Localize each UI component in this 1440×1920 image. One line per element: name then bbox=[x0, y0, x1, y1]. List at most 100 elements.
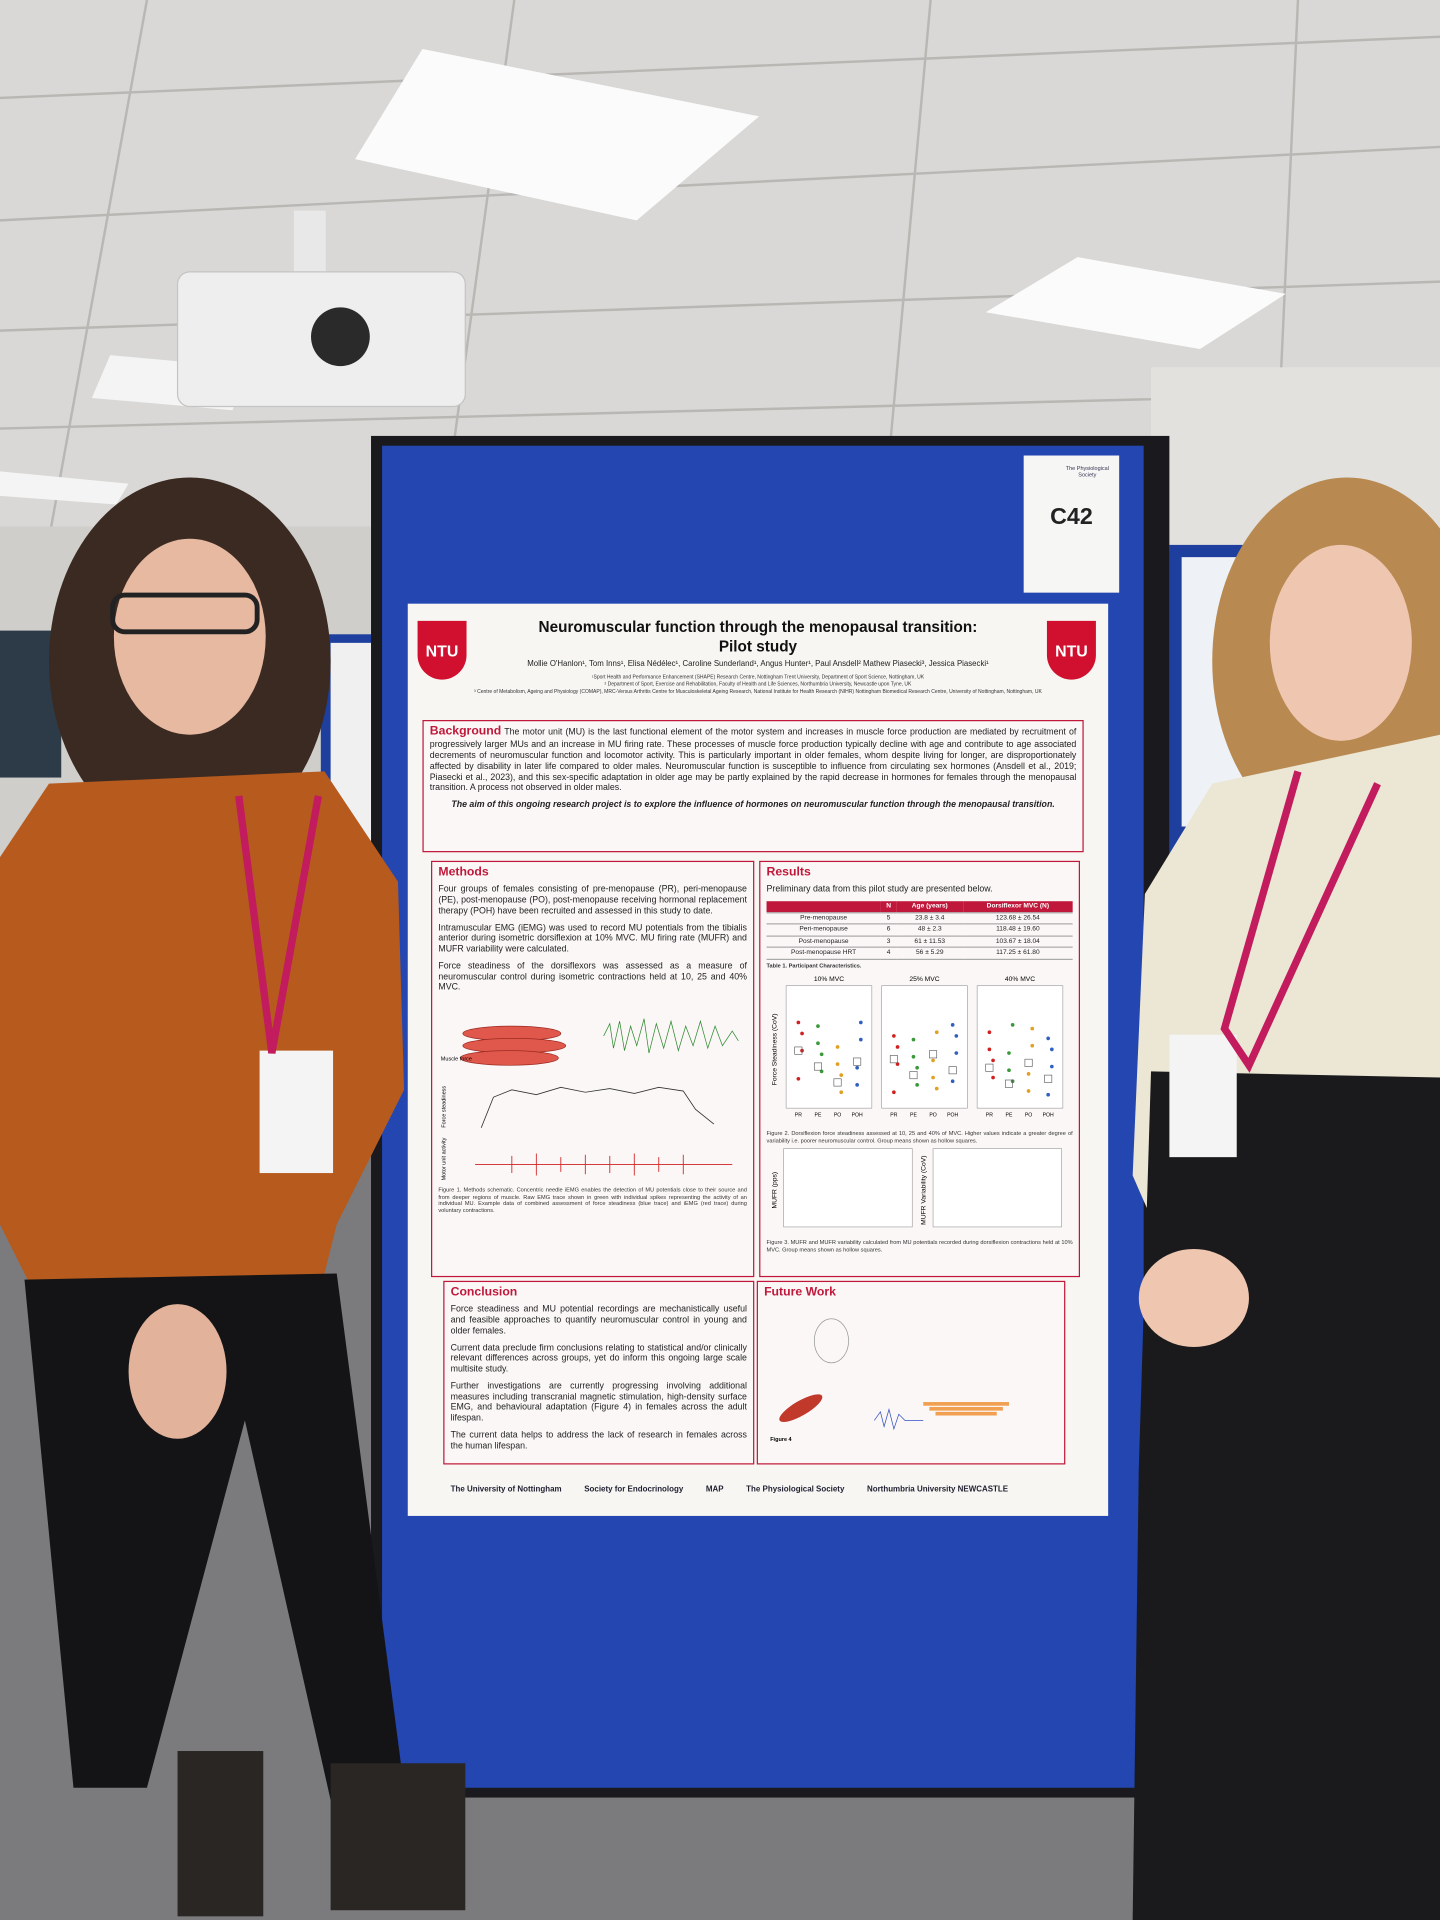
logo: NTU bbox=[1046, 620, 1096, 680]
muscle-fibres bbox=[460, 1026, 567, 1066]
dot bbox=[931, 1059, 935, 1063]
dot bbox=[816, 1041, 820, 1046]
logo: Northumbria University NEWCASTLE bbox=[866, 1485, 1009, 1494]
dot bbox=[835, 1062, 840, 1067]
dot bbox=[987, 1030, 992, 1035]
dot bbox=[987, 1048, 992, 1052]
cell: 5 bbox=[880, 912, 897, 925]
logo: Society for Endocrinology bbox=[584, 1485, 684, 1494]
group-label: PO bbox=[834, 1113, 841, 1119]
panel bbox=[932, 1148, 1062, 1228]
projector-lens bbox=[311, 307, 370, 367]
paragraph: Further investigations are currently pro… bbox=[450, 1379, 747, 1424]
dot bbox=[931, 1076, 935, 1080]
participant-table: N Age (years) Dorsiflexor MVC (N) Pre-meno… bbox=[766, 901, 1073, 960]
section-heading: Background bbox=[429, 724, 502, 739]
section-heading: Methods bbox=[438, 865, 489, 880]
black-trousers bbox=[1132, 1071, 1440, 1920]
sign-card bbox=[1023, 455, 1120, 593]
cell: 23.8 ± 3.4 bbox=[896, 912, 964, 925]
figure-caption: Figure 1. Methods schematic. Concentric … bbox=[438, 1186, 747, 1213]
table-row: Post-menopause HRT 4 56 ± 5.29 117.25 ± 61.… bbox=[766, 947, 1073, 960]
figure-caption: Figure 2. Dorsiflexion force steadiness … bbox=[766, 1130, 1073, 1144]
sign-code: C42 bbox=[1050, 504, 1093, 531]
group-mean bbox=[794, 1047, 803, 1056]
paragraph: Force steadiness of the dorsiflexors was… bbox=[438, 959, 747, 993]
cell: 61 ± 11.53 bbox=[896, 935, 964, 949]
figure-label: Force steadiness bbox=[442, 1086, 448, 1128]
group-label: PO bbox=[1025, 1113, 1032, 1119]
cell: 6 bbox=[880, 924, 897, 937]
figure-label: Muscle force bbox=[441, 1057, 472, 1063]
affiliation: ¹Sport Health and Performance Enhancemen… bbox=[591, 673, 925, 680]
affiliation: ³ Centre of Metabolism, Ageing and Physi… bbox=[474, 687, 1042, 695]
boot bbox=[177, 1751, 264, 1917]
future-work-figure: Figure 4 bbox=[770, 1318, 1009, 1443]
paragraph: Force steadiness and MU potential record… bbox=[450, 1303, 747, 1336]
table-row: Pre-menopause 5 23.8 ± 3.4 123.68 ± 26.54 bbox=[766, 912, 1073, 925]
figure-caption: Figure 4 bbox=[770, 1437, 792, 1443]
dot bbox=[895, 1045, 900, 1050]
group-label: POH bbox=[947, 1113, 958, 1119]
paragraph: Current data preclude firm conclusions r… bbox=[450, 1341, 747, 1374]
logo: MAP bbox=[705, 1485, 724, 1494]
group-mean bbox=[813, 1063, 822, 1072]
head-outline bbox=[813, 1318, 849, 1364]
face bbox=[1269, 544, 1412, 741]
group-mean bbox=[889, 1055, 898, 1064]
poster-title-block: Neuromuscular function through the menop… bbox=[475, 618, 1041, 656]
group-mean bbox=[909, 1071, 918, 1080]
poster-title: Neuromuscular function through the menop… bbox=[538, 618, 978, 636]
dot bbox=[911, 1038, 916, 1042]
panel-title: 40% MVC bbox=[1005, 976, 1035, 983]
background-box: Background The motor unit (MU) is the la… bbox=[422, 720, 1084, 853]
methods-box: Methods Four groups of females consistin… bbox=[431, 860, 755, 1278]
aim: The aim of this ongoing research project… bbox=[451, 798, 1055, 810]
lanyard bbox=[1220, 770, 1381, 1073]
bars bbox=[923, 1402, 1009, 1416]
dot bbox=[1007, 1051, 1011, 1056]
dot bbox=[835, 1045, 840, 1050]
dot bbox=[1046, 1093, 1051, 1098]
dot bbox=[839, 1073, 844, 1078]
dot bbox=[892, 1034, 896, 1039]
dot bbox=[1050, 1048, 1054, 1052]
dot bbox=[819, 1052, 824, 1057]
poster-subtitle: Pilot study bbox=[718, 637, 798, 655]
logo: The Physiological Society bbox=[746, 1485, 845, 1494]
group-mean bbox=[853, 1058, 862, 1067]
results-box: Results Preliminary data from this pilot… bbox=[759, 860, 1081, 1278]
dot bbox=[950, 1023, 955, 1028]
dot bbox=[858, 1021, 863, 1025]
dot bbox=[915, 1083, 919, 1088]
cell: 123.68 ± 26.54 bbox=[963, 912, 1073, 925]
table-header: Age (years) bbox=[896, 901, 964, 913]
dot bbox=[1026, 1072, 1031, 1077]
background-text: The motor unit (MU) is the last function… bbox=[429, 726, 1077, 793]
poster: NTU NTU Neuromuscular function through t… bbox=[407, 603, 1109, 1516]
dot bbox=[1007, 1068, 1011, 1073]
affiliations: ¹Sport Health and Performance Enhancemen… bbox=[432, 673, 1083, 695]
dot bbox=[954, 1051, 959, 1056]
cell: Peri-menopause bbox=[766, 924, 881, 937]
cell: 56 ± 5.29 bbox=[896, 947, 964, 960]
dot bbox=[954, 1034, 959, 1039]
dot bbox=[1030, 1027, 1035, 1031]
cell: 117.25 ± 61.80 bbox=[963, 947, 1073, 960]
figure-3: MUFR (pps) MUFR Variability (CoV) bbox=[771, 1148, 1062, 1228]
dot bbox=[915, 1066, 919, 1071]
section-heading: Future Work bbox=[764, 1285, 836, 1300]
dot bbox=[934, 1030, 939, 1035]
group-label: PR bbox=[986, 1113, 993, 1119]
ceiling-light bbox=[985, 257, 1286, 349]
figure-caption: Figure 3. MUFR and MUFR variability calc… bbox=[766, 1239, 1073, 1253]
logo-row: The University of Nottingham Society for… bbox=[451, 1476, 1088, 1498]
dot bbox=[950, 1079, 955, 1084]
dot bbox=[858, 1038, 863, 1042]
future-work-box: Future Work Figure 4 bbox=[756, 1280, 1066, 1465]
dot bbox=[991, 1059, 995, 1063]
dot bbox=[816, 1024, 820, 1029]
cell: 4 bbox=[880, 947, 897, 960]
